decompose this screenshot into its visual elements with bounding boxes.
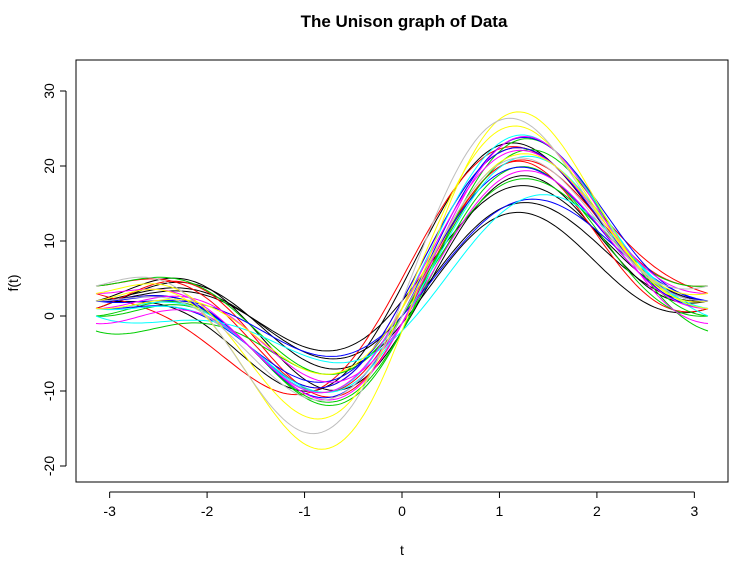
x-tick-label: 2 [593,503,601,519]
y-tick-label: 0 [41,312,57,320]
y-tick-label: -10 [41,381,57,401]
x-tick-label: 3 [690,503,698,519]
y-tick-label: 10 [41,233,57,249]
series-line-9 [95,147,709,389]
x-tick-label: 0 [398,503,406,519]
series-line-3 [95,142,709,392]
series-line-20 [95,155,709,393]
series-line-21 [95,149,709,394]
series-line-26 [95,153,709,375]
series-line-16 [95,136,709,399]
plot-frame [75,59,729,483]
x-tick-label: -1 [298,503,311,519]
curve-group [95,111,709,450]
x-tick-label: -2 [201,503,214,519]
series-line-25 [95,111,709,450]
series-line-5 [95,185,709,352]
series-line-27 [95,117,709,435]
series-line-13 [95,166,709,403]
y-axis: -20 -10 0 10 20 30 [41,83,67,476]
x-tick-label: -3 [103,503,116,519]
series-line-4 [95,211,709,370]
x-tick-label: 1 [496,503,504,519]
series-line-23 [95,170,709,383]
x-axis: -3 -2 -1 0 1 2 3 [103,491,698,519]
series-line-11 [95,178,709,376]
y-tick-label: 30 [41,83,57,99]
series-line-10 [95,138,709,407]
series-line-28 [95,157,709,401]
y-axis-label: f(t) [5,274,21,291]
series-line-14 [95,147,709,389]
series-line-19 [95,134,709,394]
series-line-17 [95,166,709,383]
chart-title: The Unison graph of Data [301,12,508,31]
x-axis-label: t [400,542,404,558]
series-line-22 [95,135,709,401]
y-tick-label: 20 [41,158,57,174]
y-tick-label: -20 [41,456,57,476]
series-line-24 [95,125,709,420]
series-line-6 [95,146,709,396]
series-line-8 [95,159,709,393]
